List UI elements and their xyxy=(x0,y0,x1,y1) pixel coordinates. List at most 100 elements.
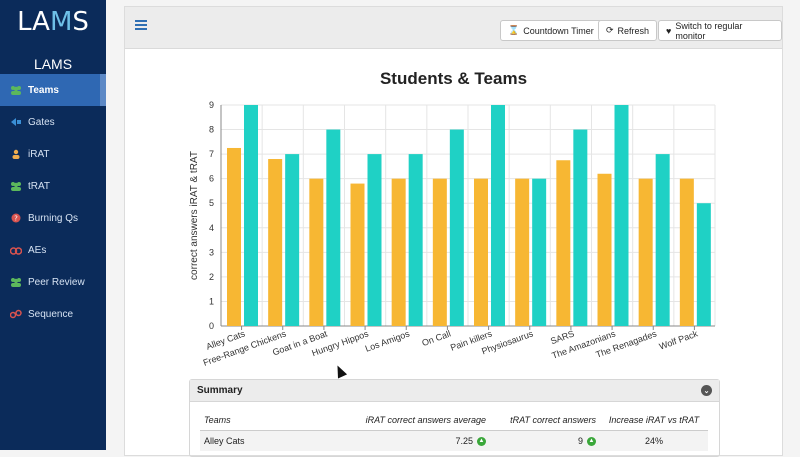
y-tick-label: 2 xyxy=(209,272,214,282)
sidebar-item-aes[interactable]: AEs xyxy=(0,234,106,266)
bar xyxy=(408,154,423,326)
y-tick-label: 3 xyxy=(209,247,214,257)
column-header-trat: tRAT correct answers xyxy=(490,410,600,431)
y-tick-label: 5 xyxy=(209,198,214,208)
bar xyxy=(309,178,324,326)
page-title: Students & Teams xyxy=(379,69,528,88)
sidebar-item-gates[interactable]: Gates xyxy=(0,106,106,138)
sidebar-item-burning-qs[interactable]: ? Burning Qs xyxy=(0,202,106,234)
bar xyxy=(432,178,447,326)
trat-value: 9 xyxy=(577,436,583,446)
y-tick-label: 7 xyxy=(209,149,214,159)
sidebar-item-label: iRAT xyxy=(28,148,50,160)
user-icon xyxy=(10,148,22,160)
refresh-label: Refresh xyxy=(617,25,650,36)
sequence-icon xyxy=(10,308,22,320)
hourglass-icon: ⌛ xyxy=(508,25,520,35)
bar xyxy=(573,129,588,326)
arrow-up-icon: ▲ xyxy=(587,437,596,447)
sidebar-item-label: tRAT xyxy=(28,180,51,192)
bar xyxy=(244,105,258,326)
countdown-timer-label: Countdown Timer xyxy=(523,25,594,36)
irat-value: 7.25 xyxy=(455,436,473,446)
sidebar-item-label: Sequence xyxy=(28,308,74,320)
svg-text:?: ? xyxy=(14,215,18,223)
sidebar-section-title: LAMS xyxy=(33,56,73,72)
bar xyxy=(532,178,547,326)
heartbeat-icon: ♥ xyxy=(666,25,672,36)
refresh-icon: ⟳ xyxy=(606,25,614,35)
main-panel: ⌛ Countdown Timer ⟳ Refresh ♥ Switch to … xyxy=(124,6,783,457)
bar xyxy=(367,154,382,326)
sidebar-item-irat[interactable]: iRAT xyxy=(0,138,106,170)
x-tick-label: On Call xyxy=(420,328,452,348)
countdown-timer-button[interactable]: ⌛ Countdown Timer xyxy=(500,20,602,41)
users-icon xyxy=(10,84,22,96)
bar xyxy=(655,154,670,326)
trat-cell: 9 ▲ xyxy=(490,430,600,452)
refresh-button[interactable]: ⟳ Refresh xyxy=(598,20,658,41)
column-header-increase: Increase iRAT vs tRAT xyxy=(600,410,708,431)
bar xyxy=(227,147,241,326)
column-header-irat: iRAT correct answers average xyxy=(350,410,490,431)
bar xyxy=(556,160,571,326)
sidebar-item-trat[interactable]: tRAT xyxy=(0,170,106,202)
bar xyxy=(638,178,653,326)
sidebar-item-sequence[interactable]: Sequence xyxy=(0,298,106,330)
y-tick-label: 0 xyxy=(209,321,214,331)
sidebar-item-label: Peer Review xyxy=(28,276,85,288)
bar xyxy=(696,203,711,326)
bar xyxy=(679,178,694,326)
sidebar-item-peer-review[interactable]: Peer Review xyxy=(0,266,106,298)
team-name-cell: Alley Cats xyxy=(200,430,350,452)
chevron-down-icon[interactable]: ⌄ xyxy=(701,385,712,396)
lams-logo[interactable]: LA M S xyxy=(0,0,106,44)
gate-icon xyxy=(10,116,22,128)
menu-toggle-icon[interactable] xyxy=(135,20,147,30)
y-tick-label: 4 xyxy=(209,223,214,233)
bar xyxy=(597,173,612,326)
x-tick-label: Wolf Pack xyxy=(658,328,700,351)
y-tick-label: 1 xyxy=(209,296,214,306)
sidebar-item-label: AEs xyxy=(28,244,47,256)
users-icon xyxy=(10,276,22,288)
bar xyxy=(268,159,283,326)
bar xyxy=(474,178,488,326)
y-tick-label: 9 xyxy=(209,100,214,110)
summary-header[interactable]: Summary ⌄ xyxy=(190,380,719,402)
bar xyxy=(515,178,530,326)
ae-icon xyxy=(10,244,22,256)
logo-text-accent: M xyxy=(49,7,73,37)
bar xyxy=(326,129,341,326)
table-header-row: Teams iRAT correct answers average tRAT … xyxy=(200,410,708,431)
top-toolbar: ⌛ Countdown Timer ⟳ Refresh ♥ Switch to … xyxy=(125,7,782,49)
arrow-up-icon: ▲ xyxy=(477,437,486,447)
summary-panel: Summary ⌄ Teams iRAT correct answers ave… xyxy=(189,379,720,457)
summary-title: Summary xyxy=(197,385,243,396)
question-icon: ? xyxy=(10,212,22,224)
y-tick-label: 6 xyxy=(209,174,214,184)
y-tick-label: 8 xyxy=(209,125,214,135)
x-tick-label: Los Amigos xyxy=(364,328,412,353)
bar xyxy=(285,154,300,326)
logo-text-end: S xyxy=(72,7,89,37)
column-header-teams: Teams xyxy=(200,410,350,431)
irat-cell: 7.25 ▲ xyxy=(350,430,490,452)
sidebar: LA M S LAMS Teams Gates iRAT tRAT ? Burnin… xyxy=(0,0,106,450)
sidebar-item-label: Teams xyxy=(28,84,59,96)
bar xyxy=(449,129,464,326)
sidebar-item-teams[interactable]: Teams xyxy=(0,74,106,106)
bar xyxy=(491,105,505,326)
sidebar-item-label: Gates xyxy=(28,116,55,128)
sidebar-item-label: Burning Qs xyxy=(28,212,79,224)
users-icon xyxy=(10,180,22,192)
increase-cell: 24% xyxy=(600,430,708,452)
bar xyxy=(350,183,365,326)
sidebar-nav: Teams Gates iRAT tRAT ? Burning Qs AEs P… xyxy=(0,74,106,330)
logo-text-main: LA xyxy=(17,7,50,37)
summary-table: Teams iRAT correct answers average tRAT … xyxy=(200,410,708,452)
switch-monitor-label: Switch to regular monitor xyxy=(675,20,743,41)
switch-monitor-button[interactable]: ♥ Switch to regular monitor xyxy=(658,20,782,41)
bar xyxy=(391,178,406,326)
